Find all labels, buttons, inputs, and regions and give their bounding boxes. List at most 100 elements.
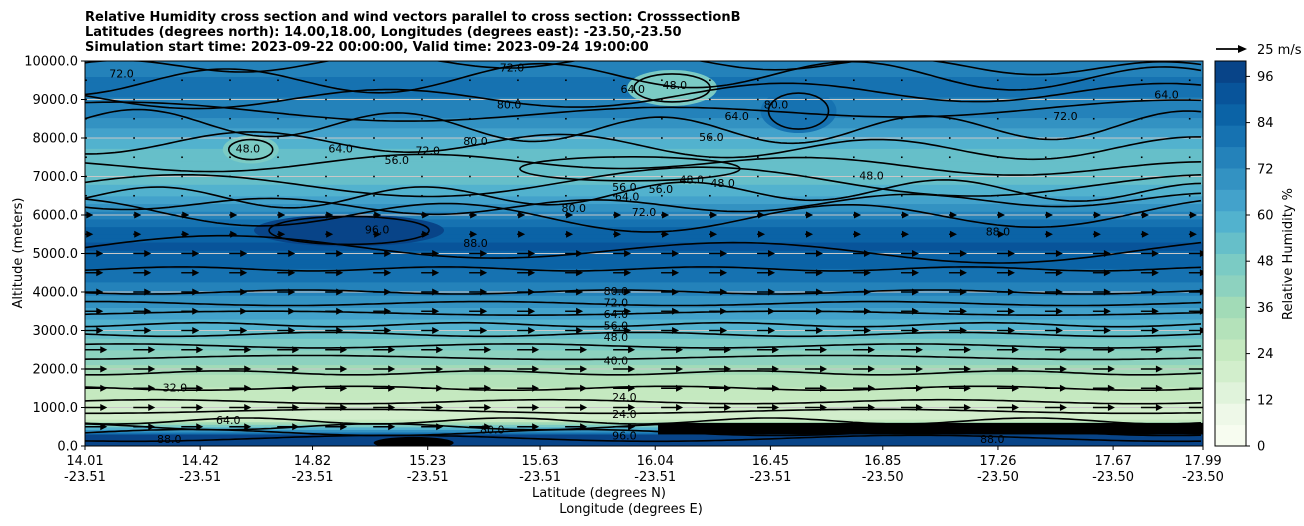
contour-label: 64.0 <box>604 308 629 321</box>
wind-vector-head <box>244 404 252 411</box>
wind-vector-head <box>854 211 862 219</box>
wind-vector-dot <box>1044 98 1047 101</box>
wind-vector-head <box>240 269 248 277</box>
wind-vector-head <box>1107 346 1115 354</box>
wind-vector-dot <box>1044 137 1047 139</box>
wind-vector-head <box>148 346 156 354</box>
wind-vector-head <box>676 423 684 431</box>
wind-vector-head <box>997 211 1005 219</box>
contour-label: 80.0 <box>764 98 789 111</box>
wind-vector-head <box>532 346 540 354</box>
chart-title-line-3: Simulation start time: 2023-09-22 00:00:… <box>85 40 649 55</box>
wind-vector-head <box>628 384 636 392</box>
wind-vector-head <box>624 327 632 334</box>
contour-label: 48.0 <box>680 173 705 186</box>
y-tick-label: 4000.0 <box>33 286 79 301</box>
wind-vector-head <box>911 327 919 334</box>
wind-vector-head <box>580 423 588 431</box>
wind-vector-head <box>854 230 862 238</box>
contour-label: 88.0 <box>157 433 182 446</box>
wind-vector-dot <box>1092 137 1095 139</box>
contour-line <box>85 310 1202 316</box>
rh-band <box>85 148 1203 154</box>
wind-vector-head <box>820 404 828 411</box>
wind-vector-head <box>1199 269 1203 277</box>
wind-vector-head <box>432 288 440 296</box>
wind-vector-head <box>196 404 204 411</box>
wind-vector-head <box>292 423 300 431</box>
rh-band <box>85 345 1203 351</box>
wind-vector-head <box>480 307 488 315</box>
x-tick-label-longitude: -23.51 <box>634 470 676 485</box>
wind-vector-dot <box>996 117 999 120</box>
rh-band <box>85 370 1203 375</box>
rh-band <box>85 188 1203 193</box>
wind-vector-head <box>1141 211 1149 219</box>
wind-vector-head <box>580 404 588 411</box>
wind-vector-dot <box>469 175 471 178</box>
contour-line <box>85 434 1201 443</box>
contour-label: 80.0 <box>604 285 629 298</box>
wind-vector-dot <box>853 194 855 197</box>
colorbar-segment <box>1215 167 1246 190</box>
colorbar-tick-label: 24 <box>1257 347 1274 362</box>
rh-band <box>85 226 1203 231</box>
rh-band <box>85 207 1203 212</box>
rh-band <box>85 61 1203 67</box>
wind-vector-dot <box>996 98 999 101</box>
wind-vector-head <box>1103 288 1111 296</box>
x-tick-label-longitude: -23.51 <box>519 470 561 485</box>
wind-vector-head <box>901 211 909 219</box>
wind-vector-head <box>1189 211 1197 219</box>
contour-line <box>85 398 1202 405</box>
contour-loop <box>227 138 274 161</box>
wind-vector-head <box>915 423 923 431</box>
wind-vector-head <box>340 404 348 411</box>
wind-vector-dot <box>757 117 759 120</box>
contour-label: 80.0 <box>480 424 505 437</box>
wind-vector-head <box>768 288 776 296</box>
wind-vector-head <box>436 384 444 392</box>
wind-vector-dot <box>1188 117 1191 120</box>
wind-vector-head <box>868 346 876 354</box>
wind-vector-dot <box>133 175 135 178</box>
contour-line <box>85 166 1202 198</box>
wind-vector-head <box>340 365 348 373</box>
wind-vector-head <box>1103 307 1111 315</box>
y-tick-label: 3000.0 <box>33 324 79 339</box>
wind-vector-head <box>436 365 444 373</box>
wind-vector-dot <box>421 137 423 139</box>
y-tick-label: 6000.0 <box>33 209 79 224</box>
wind-vector-head <box>710 211 718 219</box>
wind-vector-head <box>96 327 104 334</box>
contour-label: 80.0 <box>562 202 587 215</box>
wind-vector-dot <box>517 79 519 82</box>
wind-vector-head <box>196 423 204 431</box>
wind-vector-head <box>576 288 584 296</box>
wind-vector-head <box>528 288 536 296</box>
wind-vector-head <box>949 211 957 219</box>
wind-vector-dot <box>421 194 423 197</box>
wind-vector-head <box>470 211 478 219</box>
wind-vector-head <box>1199 250 1203 257</box>
wind-vector-head <box>816 250 824 257</box>
rh-dry-pocket <box>627 69 718 106</box>
contour-labels: 72.0 72.072.064.0 48.080.0 80.064.056.064.0… <box>109 62 1178 446</box>
wind-vector-head <box>676 404 684 411</box>
wind-vector-head <box>997 230 1005 238</box>
rh-band <box>85 412 1203 417</box>
wind-vector-dot <box>325 137 327 139</box>
rh-moist-pocket <box>760 89 837 134</box>
wind-vector-dot <box>229 79 231 82</box>
wind-vector-head <box>480 327 488 334</box>
wind-vector-head <box>422 211 430 219</box>
wind-vector-head <box>1141 230 1149 238</box>
wind-vector-dot <box>661 175 663 178</box>
wind-vector-dot <box>709 79 711 82</box>
contour-line <box>85 417 1202 425</box>
rh-band <box>85 290 1203 296</box>
wind-vector-head <box>672 250 680 257</box>
rh-band <box>85 132 1203 139</box>
rh-band <box>85 157 1203 162</box>
